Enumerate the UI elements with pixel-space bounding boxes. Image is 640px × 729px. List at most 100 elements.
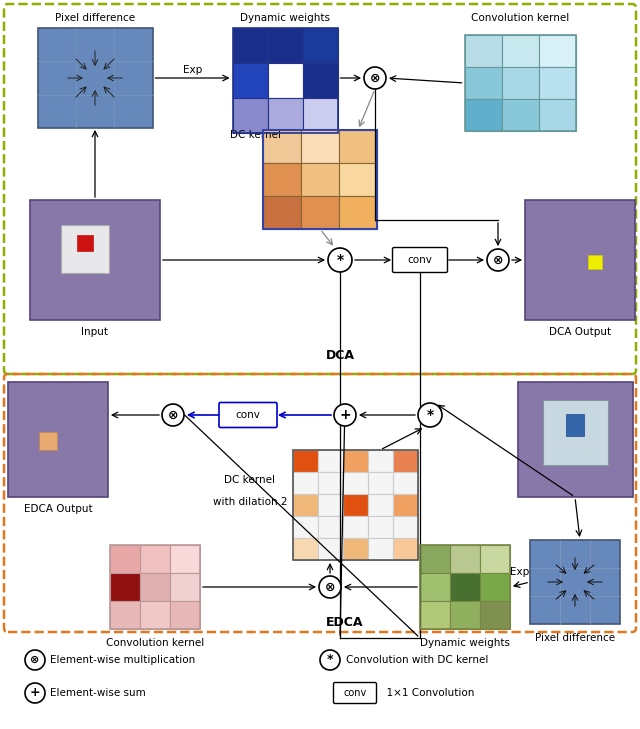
Bar xyxy=(232,63,268,98)
Bar xyxy=(530,540,620,624)
Bar xyxy=(292,516,317,538)
Bar xyxy=(465,67,502,99)
Circle shape xyxy=(319,576,341,598)
Circle shape xyxy=(487,249,509,271)
Text: conv: conv xyxy=(408,255,433,265)
Text: DCA Output: DCA Output xyxy=(549,327,611,337)
Bar xyxy=(502,99,538,131)
Text: ⊗: ⊗ xyxy=(168,408,179,421)
Bar xyxy=(292,538,317,560)
Bar xyxy=(339,130,377,163)
Bar xyxy=(263,163,301,196)
Bar xyxy=(292,450,317,472)
Text: ⊗: ⊗ xyxy=(493,254,503,267)
Bar xyxy=(367,450,392,472)
Bar xyxy=(38,28,152,128)
Bar xyxy=(367,472,392,494)
Text: ⊗: ⊗ xyxy=(30,655,40,665)
Bar xyxy=(392,516,417,538)
Text: Dynamic weights: Dynamic weights xyxy=(420,638,510,648)
Bar xyxy=(292,450,417,560)
Bar xyxy=(525,200,635,320)
Bar xyxy=(543,400,607,465)
Bar xyxy=(263,130,301,163)
Bar xyxy=(588,255,602,269)
Bar xyxy=(392,538,417,560)
Bar xyxy=(339,196,377,229)
Circle shape xyxy=(25,683,45,703)
Text: EDCA: EDCA xyxy=(326,615,364,628)
Bar xyxy=(292,494,317,516)
Text: Dynamic weights: Dynamic weights xyxy=(240,13,330,23)
Bar xyxy=(232,28,337,133)
Text: +: + xyxy=(29,687,40,700)
Bar xyxy=(538,67,575,99)
Text: Input: Input xyxy=(81,327,109,337)
Bar xyxy=(465,35,502,67)
Text: Element-wise sum: Element-wise sum xyxy=(50,688,146,698)
Bar xyxy=(420,601,450,629)
FancyBboxPatch shape xyxy=(333,682,376,703)
Text: Element-wise multiplication: Element-wise multiplication xyxy=(50,655,195,665)
Bar xyxy=(392,494,417,516)
Bar xyxy=(61,225,109,273)
Bar xyxy=(480,573,510,601)
Text: Pixel difference: Pixel difference xyxy=(55,13,135,23)
Bar xyxy=(465,99,502,131)
Text: Convolution kernel: Convolution kernel xyxy=(106,638,204,648)
Text: conv: conv xyxy=(344,688,367,698)
Bar xyxy=(301,130,339,163)
Bar xyxy=(367,516,392,538)
Circle shape xyxy=(328,248,352,272)
Bar xyxy=(450,573,480,601)
Bar xyxy=(502,67,538,99)
Bar xyxy=(263,196,301,229)
Text: Convolution with DC kernel: Convolution with DC kernel xyxy=(346,655,488,665)
Bar xyxy=(450,545,480,573)
Bar xyxy=(502,35,538,67)
Text: *: * xyxy=(327,653,333,666)
Bar xyxy=(110,545,200,629)
Bar xyxy=(170,601,200,629)
Bar xyxy=(342,494,367,516)
Bar xyxy=(317,538,342,560)
Text: Pixel difference: Pixel difference xyxy=(535,633,615,643)
Bar xyxy=(342,538,367,560)
FancyBboxPatch shape xyxy=(219,402,277,427)
Bar xyxy=(268,98,303,133)
Bar xyxy=(303,28,337,63)
Circle shape xyxy=(418,403,442,427)
Text: 1×1 Convolution: 1×1 Convolution xyxy=(380,688,474,698)
Text: DC kernel: DC kernel xyxy=(225,475,275,485)
Circle shape xyxy=(364,67,386,89)
Bar xyxy=(367,538,392,560)
Bar xyxy=(140,573,170,601)
Bar xyxy=(110,601,140,629)
Bar xyxy=(301,196,339,229)
Bar xyxy=(392,472,417,494)
Bar xyxy=(420,545,510,629)
Bar xyxy=(480,601,510,629)
Circle shape xyxy=(25,650,45,670)
Bar xyxy=(110,545,140,573)
Text: Exp: Exp xyxy=(510,567,530,577)
Text: ⊗: ⊗ xyxy=(370,71,380,85)
Text: EDCA Output: EDCA Output xyxy=(24,504,92,514)
Bar xyxy=(232,98,268,133)
Bar xyxy=(39,432,57,450)
Bar xyxy=(263,130,377,229)
Circle shape xyxy=(320,650,340,670)
Bar xyxy=(303,98,337,133)
Bar xyxy=(140,601,170,629)
Circle shape xyxy=(162,404,184,426)
Bar xyxy=(170,573,200,601)
Text: DC kernel: DC kernel xyxy=(230,130,280,140)
Circle shape xyxy=(334,404,356,426)
Text: *: * xyxy=(337,253,344,267)
Bar xyxy=(342,450,367,472)
Text: Convolution kernel: Convolution kernel xyxy=(471,13,569,23)
Bar xyxy=(8,382,108,497)
Bar xyxy=(268,63,303,98)
Bar xyxy=(342,516,367,538)
Bar xyxy=(317,494,342,516)
